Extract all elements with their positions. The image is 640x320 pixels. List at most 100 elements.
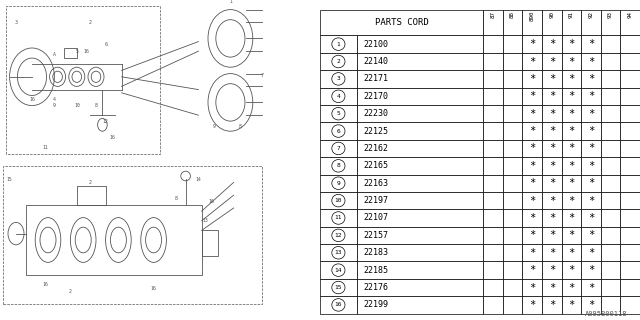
Bar xyxy=(601,53,620,70)
Text: 7: 7 xyxy=(261,73,264,78)
Bar xyxy=(503,105,522,122)
Bar xyxy=(357,88,483,105)
Text: 16: 16 xyxy=(42,282,47,287)
Text: 6: 6 xyxy=(104,42,107,47)
Text: *: * xyxy=(548,126,555,136)
Bar xyxy=(357,227,483,244)
Bar xyxy=(601,36,620,53)
Text: *: * xyxy=(529,213,535,223)
Bar xyxy=(620,157,640,174)
Text: 9: 9 xyxy=(213,124,216,129)
Bar xyxy=(620,192,640,209)
Text: 16: 16 xyxy=(335,302,342,308)
Bar xyxy=(26,205,202,275)
Bar xyxy=(601,244,620,261)
Bar xyxy=(542,140,562,157)
Text: 93: 93 xyxy=(608,11,613,18)
Text: 16: 16 xyxy=(29,97,35,102)
Text: 22199: 22199 xyxy=(364,300,389,309)
Bar xyxy=(542,53,562,70)
Bar xyxy=(562,105,581,122)
Text: *: * xyxy=(548,57,555,67)
Text: *: * xyxy=(568,283,575,292)
Bar xyxy=(320,296,357,314)
Text: 16: 16 xyxy=(84,49,89,54)
Bar xyxy=(503,279,522,296)
Bar xyxy=(522,227,542,244)
Bar xyxy=(503,174,522,192)
Bar xyxy=(581,192,601,209)
Bar xyxy=(542,209,562,227)
Bar xyxy=(620,122,640,140)
Bar xyxy=(357,244,483,261)
Text: *: * xyxy=(529,283,535,292)
Text: *: * xyxy=(588,143,594,154)
Bar xyxy=(581,105,601,122)
Text: 2: 2 xyxy=(337,59,340,64)
Text: 12: 12 xyxy=(103,119,108,124)
Text: 88: 88 xyxy=(510,11,515,18)
Text: *: * xyxy=(548,230,555,240)
Text: 14: 14 xyxy=(196,177,201,182)
Text: *: * xyxy=(548,283,555,292)
Text: *: * xyxy=(588,300,594,310)
Text: *: * xyxy=(588,109,594,119)
Bar xyxy=(357,70,483,88)
Text: 12: 12 xyxy=(335,233,342,238)
Text: *: * xyxy=(548,109,555,119)
Text: *: * xyxy=(529,196,535,205)
Bar xyxy=(483,261,503,279)
Bar xyxy=(562,10,581,36)
Bar xyxy=(357,209,483,227)
Bar xyxy=(562,140,581,157)
Bar xyxy=(522,261,542,279)
Text: *: * xyxy=(548,91,555,101)
Bar xyxy=(581,244,601,261)
Text: 91: 91 xyxy=(569,11,574,18)
Bar xyxy=(542,122,562,140)
Text: 1: 1 xyxy=(337,42,340,47)
Text: *: * xyxy=(529,178,535,188)
Text: *: * xyxy=(588,265,594,275)
Text: *: * xyxy=(548,248,555,258)
Bar xyxy=(562,209,581,227)
Text: *: * xyxy=(588,213,594,223)
Text: 11: 11 xyxy=(335,215,342,220)
Bar xyxy=(562,227,581,244)
Text: *: * xyxy=(548,39,555,49)
Text: *: * xyxy=(568,230,575,240)
Bar xyxy=(357,122,483,140)
Text: 22197: 22197 xyxy=(364,196,389,205)
Bar xyxy=(542,279,562,296)
Bar xyxy=(562,279,581,296)
Text: 22183: 22183 xyxy=(364,248,389,257)
Bar xyxy=(542,70,562,88)
Text: *: * xyxy=(568,265,575,275)
Text: 6: 6 xyxy=(337,129,340,133)
Text: 2: 2 xyxy=(69,289,72,294)
Bar xyxy=(581,88,601,105)
Text: *: * xyxy=(548,300,555,310)
Bar xyxy=(581,36,601,53)
Text: 5: 5 xyxy=(76,49,78,54)
Text: 22165: 22165 xyxy=(364,161,389,170)
Text: 1: 1 xyxy=(229,0,232,4)
Text: 3: 3 xyxy=(15,20,17,25)
Bar xyxy=(581,157,601,174)
Text: *: * xyxy=(588,248,594,258)
Bar xyxy=(320,174,357,192)
Bar xyxy=(542,244,562,261)
Text: *: * xyxy=(548,74,555,84)
Bar xyxy=(503,10,522,36)
Bar xyxy=(503,192,522,209)
Text: 8: 8 xyxy=(337,163,340,168)
Bar xyxy=(522,140,542,157)
Text: *: * xyxy=(568,196,575,205)
Bar xyxy=(601,105,620,122)
Text: *: * xyxy=(529,265,535,275)
Text: 7: 7 xyxy=(337,146,340,151)
Bar xyxy=(522,36,542,53)
Bar xyxy=(522,296,542,314)
Bar xyxy=(620,261,640,279)
Bar xyxy=(601,10,620,36)
